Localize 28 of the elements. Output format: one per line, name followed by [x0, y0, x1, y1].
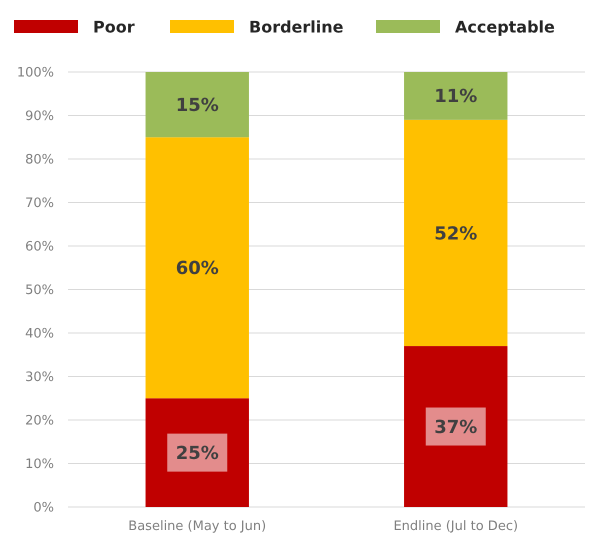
y-tick-label: 30% [25, 370, 54, 386]
bar [404, 120, 508, 346]
y-tick-label: 0% [33, 500, 54, 516]
legend-label: Acceptable [455, 18, 556, 37]
data-label: 15% [176, 94, 219, 116]
legend-label: Borderline [249, 18, 344, 37]
data-label: 37% [434, 416, 478, 438]
y-tick-label: 40% [25, 326, 54, 342]
y-tick-label: 10% [25, 457, 54, 472]
x-tick-label: Endline (Jul to Dec) [393, 519, 518, 534]
data-label: 60% [176, 258, 219, 280]
x-tick-label: Baseline (May to Jun) [128, 519, 266, 534]
y-tick-label: 80% [25, 152, 54, 168]
y-tick-label: 90% [25, 109, 54, 124]
bar [146, 72, 249, 138]
y-tick-label: 70% [25, 196, 54, 212]
bar [146, 137, 249, 398]
bar [146, 398, 249, 507]
data-label: 11% [434, 86, 478, 108]
bar [404, 72, 508, 120]
bar [404, 346, 508, 507]
y-tick-label: 60% [25, 240, 54, 255]
data-label: 52% [434, 223, 478, 244]
y-tick-label: 100% [16, 66, 54, 81]
legend-label: Poor [93, 18, 135, 37]
data-label: 25% [176, 442, 219, 464]
y-tick-label: 50% [25, 283, 54, 298]
y-tick-label: 20% [25, 414, 54, 429]
